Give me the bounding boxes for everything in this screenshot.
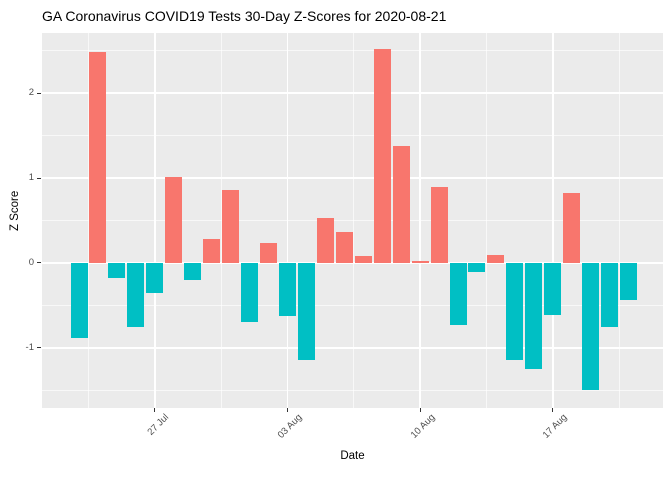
bar-negative <box>278 262 296 316</box>
bar-negative <box>544 262 562 315</box>
x-tick-mark <box>286 408 288 412</box>
x-tick-mark <box>419 408 421 412</box>
gridline-major-h <box>42 177 663 179</box>
bar-negative <box>525 262 543 369</box>
bar-positive <box>335 231 353 263</box>
y-tick-mark <box>37 347 41 349</box>
bar-positive <box>354 256 372 263</box>
x-tick-label-text: 10 Aug <box>408 412 437 441</box>
gridline-major-h <box>42 262 663 264</box>
bar-negative <box>468 262 486 273</box>
bar-negative <box>70 262 88 338</box>
bar-negative <box>601 262 619 327</box>
gridline-minor-h <box>42 389 663 391</box>
y-tick-label: 2 <box>28 87 34 99</box>
gridline-major-h <box>42 92 663 94</box>
bar-negative <box>241 262 259 323</box>
gridline-minor-h <box>42 220 663 221</box>
gridline-major-v <box>419 33 421 408</box>
chart-title: GA Coronavirus COVID19 Tests 30-Day Z-Sc… <box>42 8 447 24</box>
plot-panel <box>42 33 663 408</box>
bar-negative <box>449 262 467 325</box>
bar-negative <box>146 262 164 293</box>
y-tick-mark <box>37 92 41 94</box>
y-tick-label: 1 <box>28 172 34 184</box>
bar-positive <box>203 239 221 263</box>
bar-positive <box>563 192 581 263</box>
bar-negative <box>297 262 315 361</box>
gridline-minor-h <box>42 50 663 52</box>
gridline-minor-v <box>220 33 222 408</box>
bar-positive <box>430 186 448 263</box>
x-tick-label-text: 17 Aug <box>540 412 570 441</box>
y-tick-label: 0 <box>28 256 34 268</box>
y-axis-title: Z Score <box>9 190 21 231</box>
bar-negative <box>127 262 145 327</box>
gridline-major-h <box>42 347 663 349</box>
x-axis-title: Date <box>340 450 365 462</box>
bar-positive <box>392 145 410 263</box>
gridline-minor-v <box>353 33 355 408</box>
bar-positive <box>165 177 183 263</box>
bar-positive <box>487 255 505 263</box>
bar-negative <box>506 262 524 361</box>
bar-positive <box>411 261 429 263</box>
bar-negative <box>582 262 600 391</box>
bar-negative <box>184 262 202 280</box>
bar-positive <box>316 217 334 263</box>
gridline-minor-v <box>618 33 620 408</box>
gridline-minor-v <box>87 33 89 408</box>
x-tick-label-text: 03 Aug <box>275 412 305 441</box>
x-tick-label-text: 27 Jul <box>145 412 172 438</box>
y-tick-mark <box>37 262 41 264</box>
gridline-minor-h <box>42 135 663 137</box>
bar-positive <box>89 51 107 263</box>
bar-negative <box>620 262 638 301</box>
y-tick-label: -1 <box>25 341 34 353</box>
bar-positive <box>222 189 240 263</box>
gridline-major-v <box>286 33 289 408</box>
gridline-major-v <box>552 33 554 408</box>
gridline-major-v <box>154 33 156 408</box>
x-tick-mark <box>552 408 554 412</box>
bar-positive <box>373 49 391 263</box>
gridline-minor-v <box>485 33 487 408</box>
y-tick-mark <box>37 177 41 179</box>
bar-negative <box>108 262 126 279</box>
x-tick-mark <box>154 408 156 412</box>
bar-positive <box>260 242 277 263</box>
gridline-minor-h <box>42 304 663 306</box>
